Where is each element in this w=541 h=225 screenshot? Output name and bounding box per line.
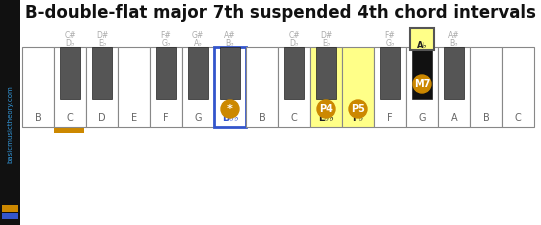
Bar [54,47,86,127]
Bar [118,47,150,127]
Text: F#: F# [385,31,395,40]
Text: B-double-flat major 7th suspended 4th chord intervals: B-double-flat major 7th suspended 4th ch… [25,4,536,22]
Text: B♭♭: B♭♭ [222,113,239,123]
Bar [214,47,246,127]
Text: G♭: G♭ [161,38,171,47]
Bar [410,28,434,50]
Circle shape [349,100,367,118]
Bar [284,47,304,99]
Text: F: F [387,113,393,123]
Text: C#: C# [288,31,300,40]
Text: F#: F# [161,31,171,40]
Bar [2,213,18,219]
Bar [22,47,54,127]
Bar [470,47,502,127]
Text: D: D [98,113,106,123]
Text: D♭: D♭ [289,38,299,47]
Bar [182,47,214,127]
Text: D#: D# [96,31,108,40]
Text: B♭: B♭ [226,38,234,47]
Text: G: G [194,113,202,123]
Text: C#: C# [64,31,76,40]
Bar [188,47,208,99]
Text: C: C [514,113,522,123]
Text: *: * [227,104,233,114]
Bar [54,128,84,133]
Bar [0,0,20,225]
Bar [60,47,80,99]
Text: B: B [483,113,490,123]
Bar [246,47,278,127]
Text: E♭♭: E♭♭ [318,113,334,123]
Text: E: E [131,113,137,123]
Bar [438,47,470,127]
Text: M7: M7 [414,79,430,89]
Circle shape [317,100,335,118]
Text: D#: D# [320,31,332,40]
Text: F♭: F♭ [352,113,364,123]
Text: A♭: A♭ [417,40,427,50]
Bar [150,47,182,127]
Bar [412,47,432,99]
Text: A: A [451,113,457,123]
Text: B♭: B♭ [450,38,458,47]
Text: B: B [259,113,266,123]
Text: E♭: E♭ [322,38,330,47]
Text: C: C [291,113,298,123]
Text: D♭: D♭ [65,38,75,47]
Text: P4: P4 [319,104,333,114]
Bar [278,47,310,127]
Bar [380,47,400,99]
Text: B: B [35,113,41,123]
Text: A#: A# [448,31,460,40]
Bar [156,47,176,99]
Text: A♭: A♭ [194,38,202,47]
Text: G#: G# [192,31,204,40]
Text: P5: P5 [351,104,365,114]
Bar [374,47,406,127]
Bar [342,47,374,127]
Text: G♭: G♭ [385,38,395,47]
Circle shape [221,100,239,118]
Bar [444,47,464,99]
Bar [220,47,240,99]
Bar [86,47,118,127]
Bar [310,47,342,127]
Text: C: C [67,113,74,123]
Bar [406,47,438,127]
Text: E♭: E♭ [98,38,106,47]
Bar [502,47,534,127]
Text: F: F [163,113,169,123]
Text: basicmusictheory.com: basicmusictheory.com [7,85,13,163]
Text: A#: A# [224,31,236,40]
Bar [92,47,112,99]
Text: G: G [418,113,426,123]
Circle shape [413,75,431,93]
Bar [316,47,336,99]
Bar [2,205,18,212]
